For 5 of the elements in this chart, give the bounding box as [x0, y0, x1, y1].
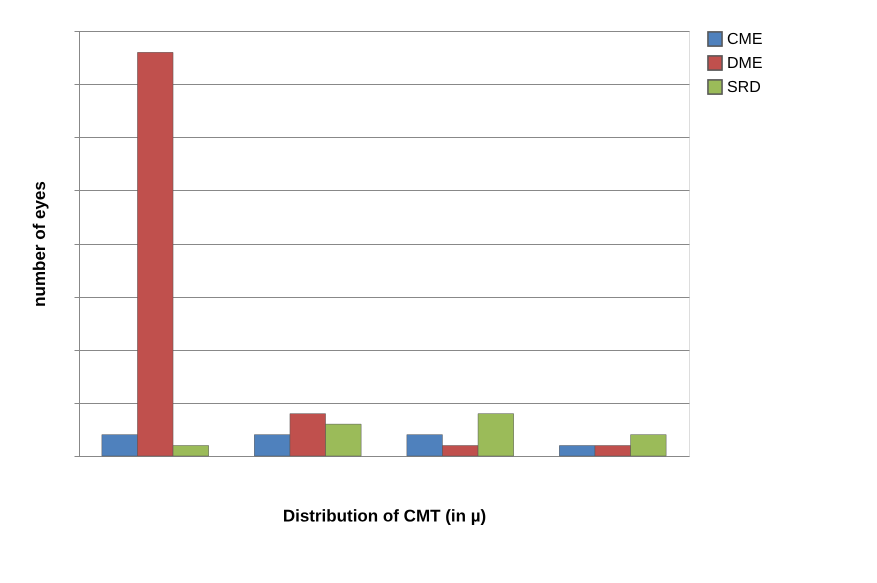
legend-label: DME — [727, 55, 763, 72]
legend-label: CME — [727, 31, 763, 48]
y-axis-title: number of eyes — [30, 181, 49, 307]
x-axis-title: Distribution of CMT (in µ) — [282, 506, 486, 526]
legend-label: SRD — [727, 79, 761, 96]
